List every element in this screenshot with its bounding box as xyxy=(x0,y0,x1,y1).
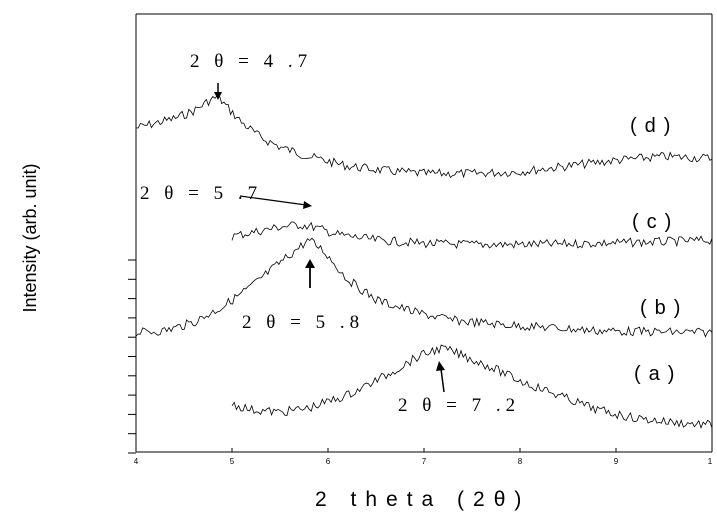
x-tick-label: 6 xyxy=(326,457,331,466)
series-line-b xyxy=(135,237,713,338)
x-axis-title: 2 theta (2θ) xyxy=(315,488,530,511)
peak-arrow-b xyxy=(305,259,315,288)
series-line-d xyxy=(135,94,713,179)
series-label-a: (a) xyxy=(634,363,682,385)
series-layer xyxy=(135,94,713,430)
series-label-c: (c) xyxy=(632,211,679,233)
x-tick-label: 4 xyxy=(134,457,139,466)
x-tick-label: 7 xyxy=(422,457,427,466)
x-axis-ticks: 4 5 6 7 8 9 1 xyxy=(134,448,713,466)
peak-label-b: 2 θ = 5 .8 xyxy=(242,312,364,333)
peak-label-a: 2 θ = 7 .2 xyxy=(398,395,520,416)
series-label-d: (d) xyxy=(630,115,678,137)
peak-arrow-a xyxy=(436,361,445,393)
y-axis-title: Intensity (arb. unit) xyxy=(20,163,40,312)
peak-arrow-c xyxy=(239,195,312,209)
y-axis-ticks xyxy=(128,259,136,454)
series-line-a xyxy=(231,344,713,430)
series-line-c xyxy=(231,221,713,250)
x-tick-label: 1 xyxy=(708,457,713,466)
peak-label-c: 2 θ = 5 .7 xyxy=(140,183,262,204)
peak-label-d: 2 θ = 4 .7 xyxy=(190,51,312,72)
peak-arrow-d xyxy=(214,83,222,100)
x-tick-label: 5 xyxy=(230,457,235,466)
x-tick-label: 8 xyxy=(518,457,523,466)
x-tick-label: 9 xyxy=(614,457,619,466)
series-label-b: (b) xyxy=(640,297,688,319)
